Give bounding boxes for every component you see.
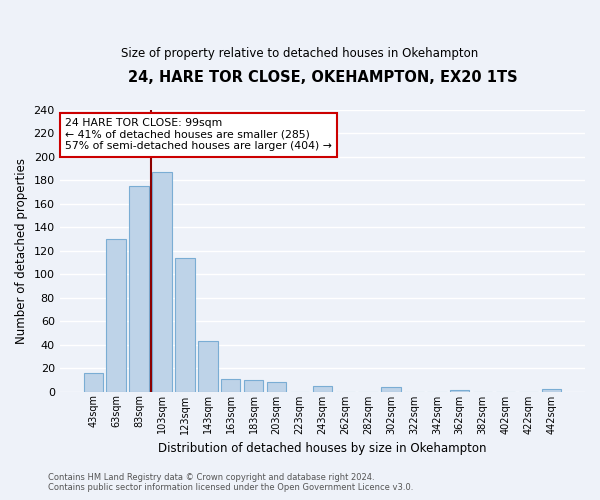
Bar (244, 380, 263, 392)
Text: Size of property relative to detached houses in Okehampton: Size of property relative to detached ho… (121, 48, 479, 60)
X-axis label: Distribution of detached houses by size in Okehampton: Distribution of detached houses by size … (158, 442, 487, 455)
Bar (450, 390, 469, 392)
Bar (106, 239, 126, 392)
Bar (152, 172, 172, 392)
Bar (267, 382, 286, 392)
Bar (175, 258, 194, 392)
Bar (313, 386, 332, 392)
Title: 24, HARE TOR CLOSE, OKEHAMPTON, EX20 1TS: 24, HARE TOR CLOSE, OKEHAMPTON, EX20 1TS (128, 70, 517, 85)
Bar (130, 186, 149, 392)
Y-axis label: Number of detached properties: Number of detached properties (15, 158, 28, 344)
Text: 24 HARE TOR CLOSE: 99sqm
← 41% of detached houses are smaller (285)
57% of semi-: 24 HARE TOR CLOSE: 99sqm ← 41% of detach… (65, 118, 332, 152)
Bar (382, 387, 401, 392)
Bar (83, 372, 103, 392)
Bar (198, 341, 218, 392)
Text: Contains HM Land Registry data © Crown copyright and database right 2024.
Contai: Contains HM Land Registry data © Crown c… (48, 473, 413, 492)
Bar (542, 389, 561, 392)
Bar (221, 378, 241, 392)
